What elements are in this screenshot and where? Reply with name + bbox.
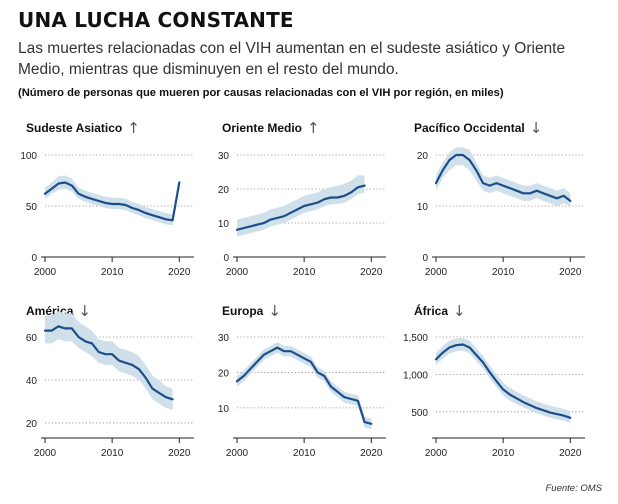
- x-tick-label: 2000: [34, 448, 57, 459]
- uncertainty-band: [237, 175, 365, 237]
- trend-down-arrow-icon: ↓: [78, 302, 91, 320]
- series-line: [434, 153, 572, 202]
- x-tick-label: 2000: [226, 267, 249, 278]
- page-subtitle: Las muertes relacionadas con el VIH aume…: [18, 40, 566, 78]
- y-tick-label: 1,500: [403, 333, 428, 344]
- y-tick-label: 50: [26, 202, 38, 213]
- x-tick-label: 2010: [293, 267, 316, 278]
- y-tick-label: 40: [26, 376, 38, 387]
- uncertainty-band: [436, 337, 571, 423]
- y-tick-label: 100: [20, 151, 37, 162]
- series-line: [43, 325, 174, 401]
- series-line: [235, 346, 373, 425]
- y-tick-label: 20: [218, 185, 230, 196]
- y-tick-label: 20: [218, 368, 230, 379]
- x-tick-label: 2020: [168, 448, 191, 459]
- y-tick-label: 10: [218, 219, 230, 230]
- x-tick-label: 2020: [168, 267, 191, 278]
- y-tick-label: 30: [218, 151, 230, 162]
- chart-panel: Europa ↓ 10 20 30 2000 2010 2020: [218, 302, 386, 459]
- x-tick-label: 2020: [360, 448, 383, 459]
- x-tick-label: 2010: [492, 267, 515, 278]
- uncertainty-band: [237, 342, 372, 430]
- chart-panel: Oriente Medio ↑ 0 10 20 30 2000 2010 2020: [218, 119, 386, 278]
- chart-panel: Sudeste Asiatico ↑ 0 50 100 2000 2010 2020: [20, 119, 194, 278]
- x-tick-label: 2010: [101, 448, 124, 459]
- y-tick-label: 30: [218, 333, 230, 344]
- trend-down-arrow-icon: ↓: [453, 302, 466, 320]
- y-tick-label: 500: [411, 408, 428, 419]
- chart-title: Sudeste Asiatico: [26, 121, 122, 135]
- chart-panel: África ↓ 500 1,000 1,500 2000 2010 2020: [403, 302, 585, 459]
- trend-down-arrow-icon: ↓: [530, 119, 543, 137]
- y-tick-label: 0: [223, 253, 229, 264]
- x-tick-label: 2010: [492, 448, 515, 459]
- trend-up-arrow-icon: ↑: [127, 119, 140, 137]
- uncertainty-band: [45, 311, 173, 411]
- x-tick-label: 2020: [360, 267, 383, 278]
- y-tick-label: 0: [31, 253, 37, 264]
- series-line: [235, 184, 366, 231]
- page-title: UNA LUCHA CONSTANTE: [18, 8, 294, 32]
- x-tick-label: 2000: [226, 448, 249, 459]
- y-tick-label: 20: [417, 151, 429, 162]
- x-tick-label: 2020: [559, 267, 582, 278]
- y-tick-label: 20: [26, 419, 38, 430]
- units-note: (Número de personas que mueren por causa…: [18, 87, 504, 99]
- x-tick-label: 2010: [293, 448, 316, 459]
- chart-title: Pacífico Occidental: [414, 121, 525, 135]
- source-credit: Fuente: OMS: [545, 483, 603, 494]
- y-tick-label: 60: [26, 333, 38, 344]
- chart-panel: Pacífico Occidental ↓ 0 10 20 2000 2010 2020: [414, 119, 585, 278]
- chart-title: África: [414, 303, 448, 318]
- series-line: [43, 181, 181, 222]
- y-tick-label: 1,000: [403, 370, 428, 381]
- chart-title: Europa: [222, 304, 264, 318]
- y-tick-label: 0: [422, 253, 428, 264]
- x-tick-label: 2020: [559, 448, 582, 459]
- series-line: [434, 343, 572, 419]
- y-tick-label: 10: [218, 404, 230, 415]
- chart-title: Oriente Medio: [222, 121, 302, 135]
- x-tick-label: 2000: [34, 267, 57, 278]
- trend-up-arrow-icon: ↑: [307, 119, 320, 137]
- x-tick-label: 2010: [101, 267, 124, 278]
- x-tick-label: 2000: [425, 448, 448, 459]
- y-tick-label: 10: [417, 202, 429, 213]
- trend-down-arrow-icon: ↓: [268, 302, 281, 320]
- x-tick-label: 2000: [425, 267, 448, 278]
